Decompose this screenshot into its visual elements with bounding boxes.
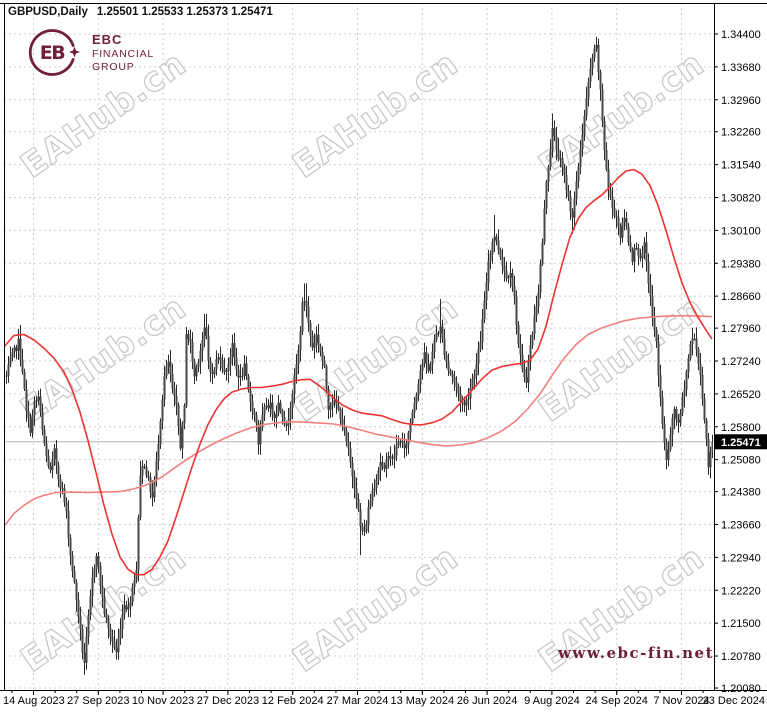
date-axis-label: 27 Mar 2024 bbox=[327, 695, 389, 707]
price-axis-label: 1.29380 bbox=[721, 258, 761, 270]
price-axis-label: 1.21500 bbox=[721, 618, 761, 630]
price-axis-label: 1.27960 bbox=[721, 323, 761, 335]
date-axis-label: 13 May 2024 bbox=[390, 695, 454, 707]
price-axis-label: 1.25080 bbox=[721, 455, 761, 467]
price-axis-label: 1.22220 bbox=[721, 585, 761, 597]
date-axis-label: 7 Nov 2024 bbox=[653, 695, 709, 707]
price-axis-label: 1.25800 bbox=[721, 422, 761, 434]
price-axis-label: 1.20080 bbox=[721, 683, 761, 695]
date-axis-label: 9 Aug 2024 bbox=[524, 695, 580, 707]
watermark-text: EAHub.cn bbox=[532, 288, 712, 431]
current-price-value: 1.25471 bbox=[721, 437, 761, 449]
date-axis-label: 10 Nov 2023 bbox=[132, 695, 194, 707]
website-url: www.ebc-fin.net bbox=[558, 644, 714, 662]
date-axis-label: 23 Dec 2024 bbox=[703, 695, 765, 707]
date-axis: 14 Aug 2023 27 Sep 2023 10 Nov 2023 27 Dec … bbox=[3, 690, 765, 707]
ebc-logo-mark: EB bbox=[28, 29, 80, 76]
chart-title: GBPUSD,Daily 1.25501 1.25533 1.25373 1.25… bbox=[8, 6, 273, 18]
price-axis-label: 1.33680 bbox=[721, 62, 761, 74]
chart-border bbox=[0, 3, 767, 691]
watermark-text: EAHub.cn bbox=[286, 288, 466, 431]
price-axis-label: 1.31540 bbox=[721, 160, 761, 172]
price-axis-label: 1.30100 bbox=[721, 225, 761, 237]
price-axis-label: 1.28660 bbox=[721, 291, 761, 303]
price-axis-label: 1.30820 bbox=[721, 192, 761, 204]
symbol-timeframe-label: GBPUSD,Daily bbox=[8, 6, 88, 18]
logo-line-ebc: EBC bbox=[92, 32, 123, 48]
sparkle-icon bbox=[69, 46, 80, 58]
ohlc-values: 1.25501 1.25533 1.25373 1.25471 bbox=[96, 6, 273, 18]
ebc-logo-text: EBC FINANCIAL GROUP bbox=[92, 33, 154, 73]
date-axis-label: 14 Aug 2023 bbox=[3, 695, 65, 707]
price-axis-label: 1.24380 bbox=[721, 487, 761, 499]
current-price-tag: 1.25471 bbox=[715, 434, 767, 450]
date-axis-label: 26 Jun 2024 bbox=[457, 695, 518, 707]
candlestick-series bbox=[5, 36, 713, 675]
price-axis-label: 1.32960 bbox=[721, 95, 761, 107]
price-axis-label: 1.27240 bbox=[721, 356, 761, 368]
price-axis-label: 1.32260 bbox=[721, 127, 761, 139]
date-axis-label: 27 Dec 2023 bbox=[197, 695, 259, 707]
date-axis-label: 12 Feb 2024 bbox=[262, 695, 324, 707]
grid-layer bbox=[5, 4, 713, 689]
ma-fast-line bbox=[5, 168, 713, 576]
price-axis-label: 1.22940 bbox=[721, 552, 761, 564]
logo-line-group: GROUP bbox=[92, 60, 135, 73]
price-axis-label: 1.26520 bbox=[721, 389, 761, 401]
svg-text:EB: EB bbox=[40, 42, 65, 64]
date-axis-label: 24 Sep 2024 bbox=[586, 695, 648, 707]
logo-line-financial: FINANCIAL bbox=[92, 47, 155, 60]
price-axis-label: 1.34400 bbox=[721, 29, 761, 41]
watermark-text: EAHub.cn bbox=[286, 538, 466, 681]
price-axis: 1.34400 1.33680 1.32960 1.32260 1.31540 1.308… bbox=[714, 29, 761, 695]
price-axis-label: 1.20780 bbox=[721, 651, 761, 663]
date-axis-label: 27 Sep 2023 bbox=[67, 695, 129, 707]
ma-slow-line bbox=[5, 314, 713, 527]
price-axis-label: 1.23660 bbox=[721, 519, 761, 531]
ebc-logo: EB EBC FINANCIAL GROUP bbox=[28, 28, 154, 78]
